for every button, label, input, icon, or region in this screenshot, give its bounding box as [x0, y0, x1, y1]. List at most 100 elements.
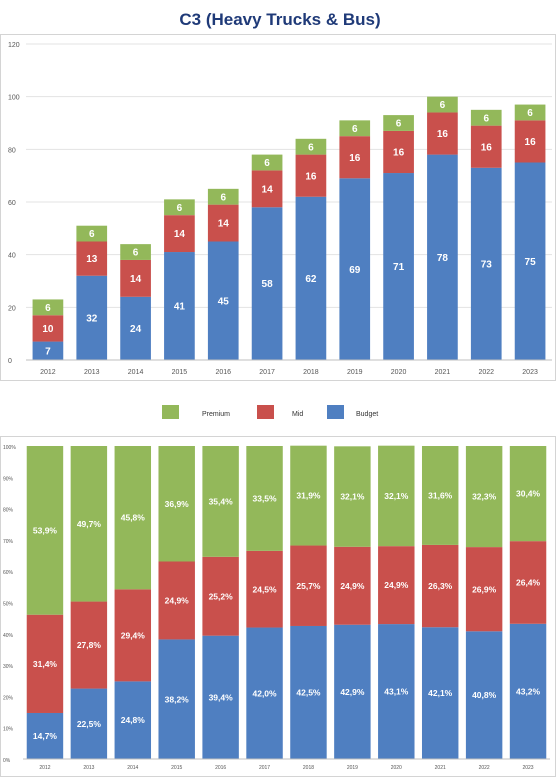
- data-label-premium: 30,4%: [516, 489, 541, 499]
- y-tick-label: 120: [8, 42, 20, 49]
- data-label-budget: 62: [305, 274, 317, 285]
- bar-segment-budget: [334, 624, 371, 759]
- bar-segment-premium: [421, 446, 459, 545]
- x-tick-label: 2019: [347, 765, 358, 771]
- data-label-budget: 75: [525, 257, 537, 268]
- data-label-premium: 6: [220, 192, 226, 203]
- data-label-budget: 69: [349, 265, 361, 276]
- bar-segment-premium: [76, 225, 108, 242]
- x-tick-label: 2012: [39, 765, 50, 771]
- y-tick-label: 40%: [3, 633, 14, 639]
- bar-segment-premium: [334, 446, 371, 547]
- bar-segment-mid: [70, 601, 108, 689]
- x-tick-label: 2018: [303, 765, 314, 771]
- y-tick-label: 20: [8, 305, 16, 312]
- bar-segment-mid: [295, 154, 327, 197]
- data-label-mid: 16: [525, 137, 537, 148]
- x-tick-label: 2018: [303, 369, 319, 376]
- data-label-mid: 14: [218, 219, 230, 230]
- x-tick-label: 2013: [83, 765, 94, 771]
- bar-segment-mid: [290, 545, 327, 626]
- x-tick-label: 2017: [259, 765, 270, 771]
- data-label-budget: 38,2%: [165, 694, 190, 704]
- data-label-budget: 43,1%: [384, 687, 409, 697]
- data-label-premium: 49,7%: [77, 519, 102, 529]
- bar-segment-budget: [207, 241, 239, 360]
- bar-segment-mid: [158, 561, 195, 640]
- data-label-premium: 53,9%: [33, 525, 58, 535]
- x-tick-label: 2015: [171, 765, 182, 771]
- bar-segment-premium: [207, 188, 239, 205]
- bar-segment-budget: [339, 178, 371, 360]
- data-label-premium: 6: [527, 108, 533, 119]
- x-tick-label: 2017: [259, 369, 275, 376]
- data-label-mid: 29,4%: [121, 630, 146, 640]
- bar-segment-mid: [120, 259, 151, 297]
- data-label-budget: 42,9%: [340, 687, 365, 697]
- y-tick-label: 60: [8, 200, 16, 207]
- data-label-premium: 6: [133, 248, 139, 259]
- data-label-budget: 40,8%: [472, 690, 497, 700]
- data-label-budget: 32: [86, 313, 98, 324]
- data-label-mid: 26,3%: [428, 581, 453, 591]
- bar-segment-premium: [295, 138, 327, 155]
- bar-segment-mid: [164, 215, 195, 253]
- bar-segment-mid: [378, 546, 415, 625]
- data-label-budget: 45: [218, 296, 230, 307]
- bar-segment-premium: [378, 445, 415, 547]
- data-label-budget: 24,8%: [121, 715, 146, 725]
- data-label-mid: 13: [86, 254, 98, 265]
- bar-segment-premium: [509, 446, 547, 542]
- data-label-premium: 6: [440, 100, 446, 111]
- bar-segment-budget: [295, 196, 327, 360]
- bottom-bars: 14,7% 31,4% 53,9% 22,5% 27,8% 49,7% 24,8% 29,4%…: [26, 445, 547, 759]
- data-label-premium: 6: [177, 203, 183, 214]
- x-tick-label: 2020: [391, 765, 402, 771]
- bar-segment-premium: [158, 446, 195, 562]
- bar-segment-budget: [290, 625, 327, 759]
- data-label-budget: 22,5%: [77, 719, 102, 729]
- legend-swatch-premium: [162, 405, 179, 419]
- bar-segment-premium: [383, 115, 414, 131]
- bar-segment-mid: [251, 170, 283, 208]
- x-tick-label: 2014: [127, 765, 138, 771]
- bar-segment-mid: [207, 204, 239, 242]
- data-label-premium: 6: [483, 113, 489, 124]
- bar-segment-budget: [70, 688, 108, 759]
- data-label-premium: 6: [352, 124, 358, 135]
- data-label-premium: 6: [396, 119, 402, 130]
- data-label-premium: 33,5%: [252, 493, 277, 503]
- data-label-premium: 36,9%: [165, 499, 190, 509]
- bar-segment-budget: [164, 252, 195, 360]
- data-label-budget: 78: [437, 253, 449, 264]
- data-label-premium: 32,1%: [384, 491, 409, 501]
- bar-segment-premium: [246, 446, 283, 551]
- x-tick-label: 2016: [215, 765, 226, 771]
- bar-segment-mid: [114, 589, 152, 682]
- x-tick-label: 2021: [435, 765, 446, 771]
- data-label-mid: 10: [42, 324, 54, 335]
- top-axis-labels: 0 20 40 60 80 100 120 2012 2013 2014 2015 2016 2017 2…: [8, 42, 552, 376]
- bar-segment-budget: [158, 639, 195, 759]
- top-bars: 7 10 6 32 13 6 24 14 6 41 14 6 45 14 6 58 14 6 62 16 6 69 16 6 7…: [32, 96, 546, 360]
- bar-segment-budget: [514, 162, 546, 360]
- data-label-premium: 35,4%: [209, 496, 234, 506]
- bar-segment-mid: [246, 550, 283, 628]
- x-tick-label: 2014: [128, 369, 144, 376]
- legend-label-mid: Mid: [292, 411, 303, 418]
- bar-segment-mid: [470, 125, 502, 168]
- data-label-budget: 43,2%: [516, 686, 541, 696]
- bar-segment-premium: [120, 244, 151, 260]
- y-tick-label: 80%: [3, 508, 14, 514]
- bar-segment-mid: [32, 315, 64, 342]
- legend-swatch-mid: [257, 405, 274, 419]
- bar-segment-budget: [114, 681, 152, 759]
- y-tick-label: 20%: [3, 695, 14, 701]
- data-label-mid: 31,4%: [33, 659, 58, 669]
- bar-segment-premium: [290, 445, 327, 546]
- bar-segment-mid: [509, 541, 547, 624]
- data-label-mid: 25,2%: [209, 591, 234, 601]
- y-tick-label: 60%: [3, 570, 14, 576]
- bar-segment-budget: [32, 341, 64, 360]
- data-label-premium: 6: [89, 229, 95, 240]
